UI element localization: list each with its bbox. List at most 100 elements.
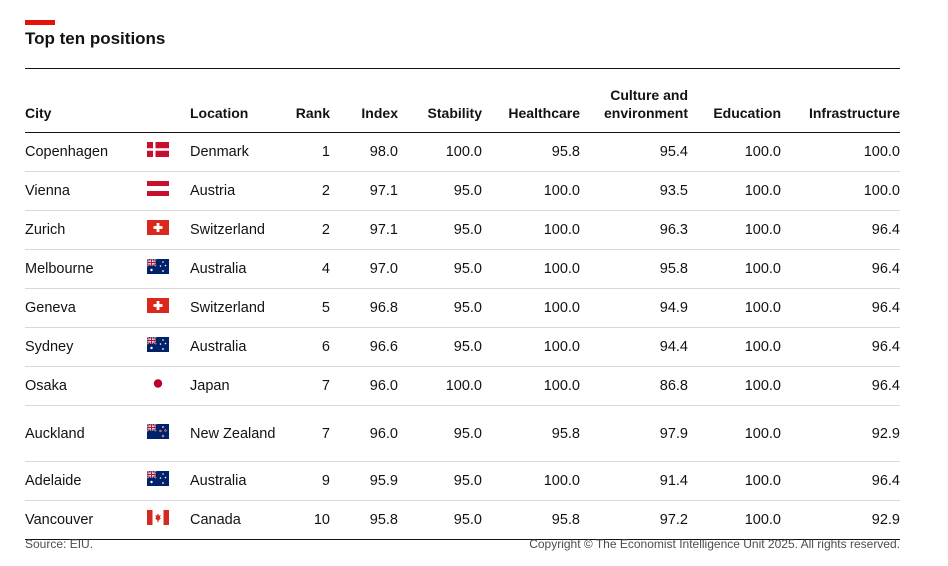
- cell-infrastructure: 100.0: [781, 171, 900, 211]
- header-city: City: [25, 76, 125, 133]
- cell-healthcare: 100.0: [482, 327, 580, 367]
- cell-rank: 5: [290, 288, 330, 328]
- cell-infrastructure: 96.4: [781, 366, 900, 406]
- cell-infrastructure: 96.4: [781, 210, 900, 250]
- switzerland-flag-icon: [146, 298, 169, 318]
- cell-infrastructure: 92.9: [781, 405, 900, 462]
- source-note: Source: EIU.: [25, 537, 94, 551]
- cell-city: Geneva: [25, 288, 125, 328]
- cell-education: 100.0: [688, 366, 781, 406]
- cell-city: Sydney: [25, 327, 125, 367]
- cell-stability: 95.0: [398, 288, 482, 328]
- flag-cell: [125, 461, 190, 501]
- cell-infrastructure: 100.0: [781, 132, 900, 172]
- table-title: Top ten positions: [25, 29, 166, 48]
- flag-cell: [125, 210, 190, 250]
- cell-index: 97.0: [330, 249, 398, 289]
- table-row: Adelaide Australia 9 95.9 95.0 100.0 91.4 100.0…: [25, 461, 900, 501]
- cell-rank: 10: [290, 500, 330, 540]
- table-row: Melbourne Australia 4 97.0 95.0 100.0 95.8 100.…: [25, 249, 900, 289]
- table-row: Geneva Switzerland 5 96.8 95.0 100.0 94.9 100.0…: [25, 288, 900, 328]
- header-education: Education: [688, 76, 781, 133]
- cell-rank: 4: [290, 249, 330, 289]
- cell-culture: 95.4: [580, 132, 688, 172]
- cell-healthcare: 100.0: [482, 288, 580, 328]
- cell-city: Adelaide: [25, 461, 125, 501]
- cell-index: 97.1: [330, 210, 398, 250]
- table-row: Sydney Australia 6 96.6 95.0 100.0 94.4 100.0 96…: [25, 327, 900, 367]
- cell-index: 96.8: [330, 288, 398, 328]
- cell-index: 95.9: [330, 461, 398, 501]
- cell-rank: 2: [290, 210, 330, 250]
- cell-healthcare: 100.0: [482, 210, 580, 250]
- cell-infrastructure: 92.9: [781, 500, 900, 540]
- cell-city: Vienna: [25, 171, 125, 211]
- cell-city: Auckland: [25, 405, 125, 462]
- japan-flag-icon: [146, 376, 169, 396]
- cell-stability: 100.0: [398, 366, 482, 406]
- cell-infrastructure: 96.4: [781, 327, 900, 367]
- cell-infrastructure: 96.4: [781, 461, 900, 501]
- cell-education: 100.0: [688, 249, 781, 289]
- header-location: Location: [190, 76, 290, 133]
- cell-education: 100.0: [688, 405, 781, 462]
- cell-index: 96.0: [330, 366, 398, 406]
- cell-infrastructure: 96.4: [781, 288, 900, 328]
- table-row: Zurich Switzerland 2 97.1 95.0 100.0 96.3 100.0…: [25, 210, 900, 250]
- cell-location: Canada: [190, 500, 290, 540]
- flag-cell: [125, 132, 190, 172]
- canada-flag-icon: [146, 510, 169, 530]
- cell-index: 98.0: [330, 132, 398, 172]
- header-culture: Culture and environment: [580, 76, 688, 133]
- cell-rank: 2: [290, 171, 330, 211]
- cell-culture: 95.8: [580, 249, 688, 289]
- cell-culture: 97.2: [580, 500, 688, 540]
- cell-healthcare: 95.8: [482, 405, 580, 462]
- cell-location: Austria: [190, 171, 290, 211]
- cell-rank: 1: [290, 132, 330, 172]
- australia-flag-icon: [146, 336, 169, 357]
- austria-flag-icon: [146, 181, 169, 201]
- cell-city: Melbourne: [25, 249, 125, 289]
- cell-education: 100.0: [688, 288, 781, 328]
- cell-healthcare: 95.8: [482, 500, 580, 540]
- flag-cell: [125, 288, 190, 328]
- cell-rank: 9: [290, 461, 330, 501]
- cell-culture: 91.4: [580, 461, 688, 501]
- table-row: Auckland New Zealand 7 96.0 95.0 95.8 97.9 100.…: [25, 405, 900, 462]
- cell-city: Osaka: [25, 366, 125, 406]
- rankings-table: City Location Rank Index Stability Healt…: [25, 76, 900, 540]
- flag-cell: [125, 249, 190, 289]
- cell-location: Australia: [190, 249, 290, 289]
- cell-location: Australia: [190, 461, 290, 501]
- cell-culture: 94.9: [580, 288, 688, 328]
- cell-culture: 86.8: [580, 366, 688, 406]
- header-rank: Rank: [290, 76, 330, 133]
- cell-healthcare: 95.8: [482, 132, 580, 172]
- cell-culture: 94.4: [580, 327, 688, 367]
- header-healthcare: Healthcare: [482, 76, 580, 133]
- title-rule: [25, 68, 900, 69]
- cell-rank: 7: [290, 366, 330, 406]
- cell-index: 95.8: [330, 500, 398, 540]
- switzerland-flag-icon: [146, 220, 169, 240]
- table-row: Vienna Austria 2 97.1 95.0 100.0 93.5 100.0 100.…: [25, 171, 900, 211]
- cell-culture: 97.9: [580, 405, 688, 462]
- cell-culture: 96.3: [580, 210, 688, 250]
- cell-healthcare: 100.0: [482, 366, 580, 406]
- accent-bar: [25, 20, 55, 25]
- flag-cell: [125, 500, 190, 540]
- header-stability: Stability: [398, 76, 482, 133]
- cell-stability: 95.0: [398, 210, 482, 250]
- cell-education: 100.0: [688, 461, 781, 501]
- cell-healthcare: 100.0: [482, 249, 580, 289]
- cell-city: Vancouver: [25, 500, 125, 540]
- table-row: Vancouver Canada 10 95.8 95.0 95.8 97.2 100.0 92…: [25, 500, 900, 540]
- cell-stability: 95.0: [398, 171, 482, 211]
- cell-education: 100.0: [688, 500, 781, 540]
- cell-healthcare: 100.0: [482, 461, 580, 501]
- cell-index: 96.0: [330, 405, 398, 462]
- header-flag: [125, 76, 190, 133]
- cell-location: Switzerland: [190, 210, 290, 250]
- cell-location: Denmark: [190, 132, 290, 172]
